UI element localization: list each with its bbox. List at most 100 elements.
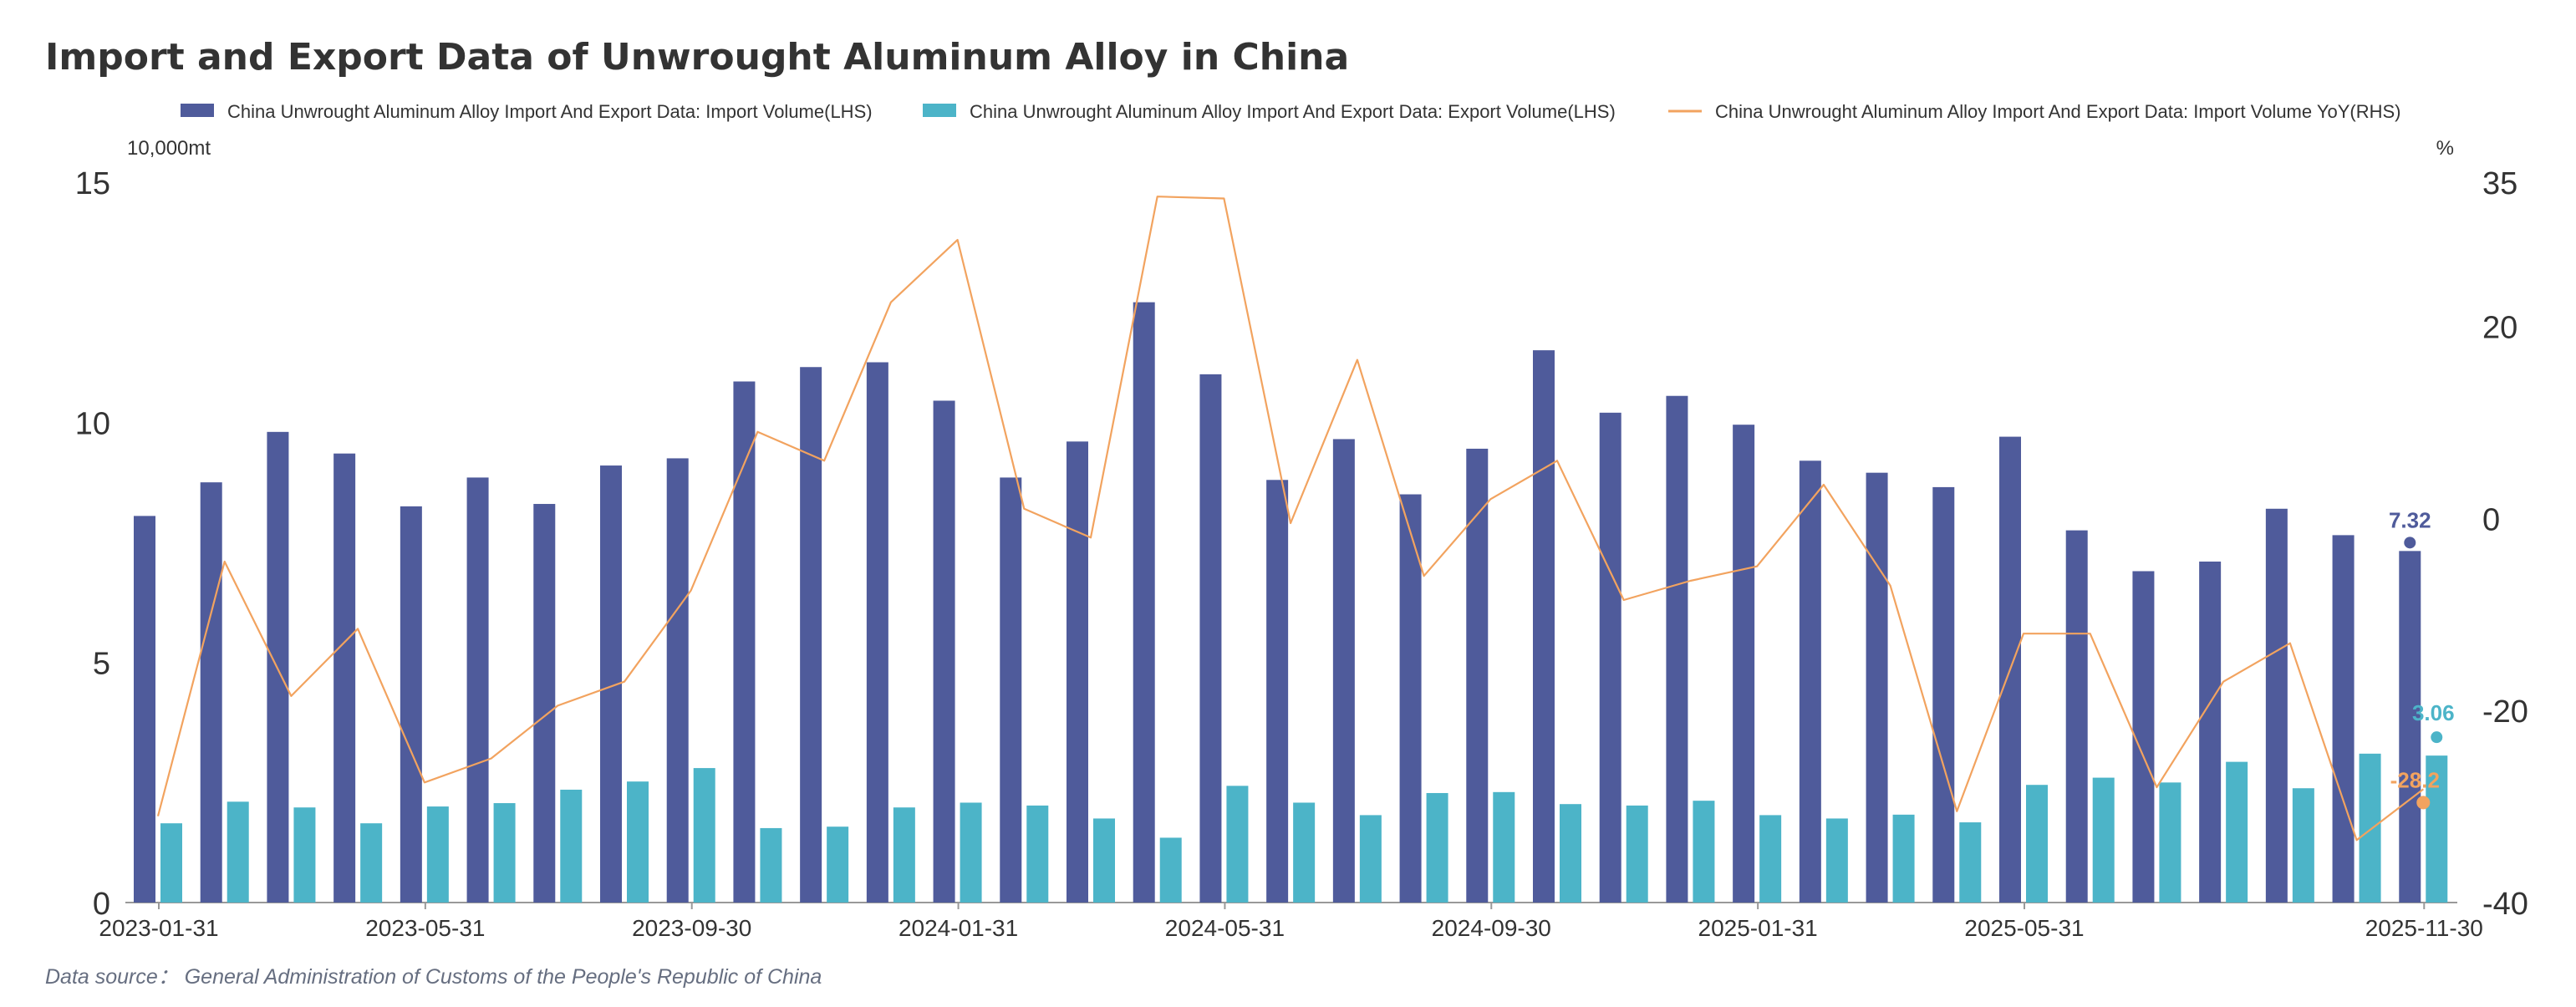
import-bar[interactable] [1067,441,1088,903]
import-bar[interactable] [1533,350,1555,903]
export-bar[interactable] [1759,815,1782,903]
legend: China Unwrought Aluminum Alloy Import An… [181,101,2401,122]
import-bar[interactable] [134,516,155,903]
import-bar[interactable] [2132,571,2155,903]
export-bar[interactable] [1626,805,1648,903]
import-bars [134,302,2421,903]
import-end-marker [2404,537,2416,549]
export-bar[interactable] [1359,815,1382,903]
legend-label: China Unwrought Aluminum Alloy Import An… [970,101,1616,122]
export-bars [160,753,2448,903]
x-tick-label: 2025-01-31 [1698,915,1818,941]
import-bar[interactable] [2332,535,2355,903]
export-bar[interactable] [160,823,182,903]
import-bar[interactable] [466,477,489,903]
legend-swatch [181,104,214,117]
import-bar[interactable] [1133,302,1155,903]
right-tick-label: 20 [2482,310,2517,345]
export-bar[interactable] [693,768,715,903]
left-tick-label: 5 [93,647,110,682]
import-bar[interactable] [1733,425,1755,903]
export-bar[interactable] [627,781,649,903]
export-bar[interactable] [1093,818,1115,903]
import-bar[interactable] [1799,460,1821,903]
import-bar[interactable] [1599,412,1621,903]
export-bar[interactable] [893,807,915,903]
import-bar[interactable] [2399,551,2421,903]
x-tick-label: 2023-09-30 [632,915,751,941]
export-bar[interactable] [1693,801,1715,903]
export-bar[interactable] [1293,802,1316,903]
export-bar[interactable] [1560,804,1581,903]
legend-item-1[interactable]: China Unwrought Aluminum Alloy Import An… [923,101,1616,122]
export-bar[interactable] [1226,786,1249,903]
right-tick-label: -40 [2482,887,2528,922]
export-bar[interactable] [1026,805,1049,903]
export-bar[interactable] [2159,782,2181,903]
import-bar[interactable] [1399,494,1422,903]
export-bar[interactable] [1892,814,1915,903]
import-bar[interactable] [1932,486,1955,903]
import-bar[interactable] [200,482,222,903]
import-bar[interactable] [733,381,756,903]
export-bar[interactable] [293,807,316,903]
import-bar[interactable] [1666,395,1688,903]
legend-item-2[interactable]: China Unwrought Aluminum Alloy Import An… [1668,101,2401,122]
export-bar[interactable] [2292,788,2314,903]
right-tick-label: -20 [2482,694,2528,730]
export-bar[interactable] [960,802,982,903]
export-bar[interactable] [227,801,249,903]
export-bar[interactable] [1825,818,1848,903]
legend-item-0[interactable]: China Unwrought Aluminum Alloy Import An… [181,101,873,122]
import-bar[interactable] [1332,439,1355,903]
export-bar[interactable] [1159,837,1182,903]
import-bar[interactable] [333,453,356,903]
import-bar[interactable] [866,362,888,903]
export-bar[interactable] [560,789,583,903]
yoy-line [156,196,2424,842]
export-bar[interactable] [2092,777,2115,903]
export-bar[interactable] [493,803,516,903]
data-source: Data source： General Administration of C… [45,965,822,989]
export-bar[interactable] [2226,761,2248,903]
x-tick-label: 2025-11-30 [2365,915,2483,941]
import-bar[interactable] [533,504,556,903]
import-bar[interactable] [666,458,689,903]
export-bar[interactable] [1493,791,1515,903]
import-bar[interactable] [1866,472,1888,903]
export-bar[interactable] [426,806,449,903]
export-bar[interactable] [2426,755,2448,903]
export-bar[interactable] [360,823,383,903]
import-bar[interactable] [1266,480,1289,903]
import-bar[interactable] [1466,448,1489,903]
x-tick-label: 2024-01-31 [899,915,1018,941]
x-tick-label: 2023-01-31 [99,915,218,941]
import-bar[interactable] [1000,477,1022,903]
export-bar[interactable] [2359,753,2381,903]
yoy-end-label: -28.2 [2390,767,2440,792]
import-bar[interactable] [2199,561,2222,903]
legend-label: China Unwrought Aluminum Alloy Import An… [227,101,873,122]
import-end-label: 7.32 [2389,507,2431,532]
left-tick-label: 0 [93,887,110,922]
right-tick-label: 0 [2482,502,2500,537]
export-bar[interactable] [760,827,782,903]
import-bar[interactable] [2065,530,2088,903]
legend-label: China Unwrought Aluminum Alloy Import An… [1715,101,2401,122]
export-end-marker [2431,731,2443,744]
left-tick-label: 15 [75,166,110,201]
x-tick-label: 2024-09-30 [1432,915,1551,941]
export-bar[interactable] [1426,792,1448,903]
export-bar[interactable] [2026,785,2048,903]
import-bar[interactable] [800,367,822,903]
export-bar[interactable] [1959,822,1982,903]
export-bar[interactable] [827,826,849,903]
import-bar[interactable] [933,400,955,903]
right-axis-unit: % [2436,137,2454,160]
yoy-polyline[interactable] [156,196,2424,842]
import-bar[interactable] [1199,374,1222,903]
import-bar[interactable] [400,506,422,903]
import-bar[interactable] [2265,508,2288,903]
